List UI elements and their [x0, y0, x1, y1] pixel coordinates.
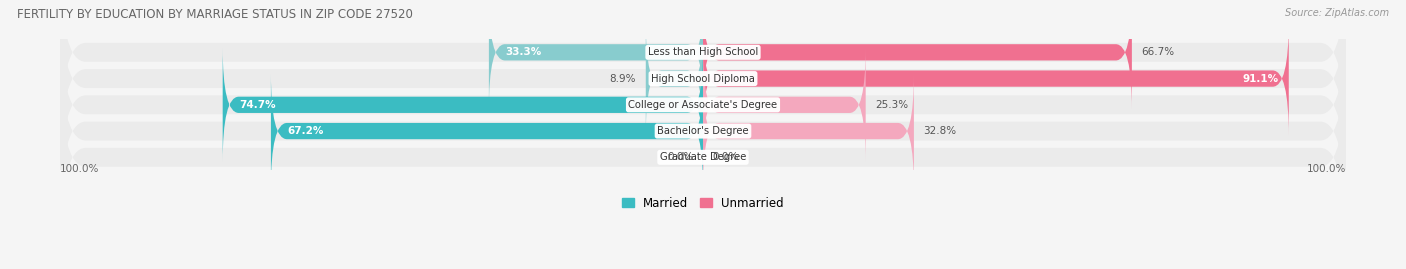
FancyBboxPatch shape [645, 21, 703, 136]
Text: FERTILITY BY EDUCATION BY MARRIAGE STATUS IN ZIP CODE 27520: FERTILITY BY EDUCATION BY MARRIAGE STATU… [17, 8, 413, 21]
Text: 91.1%: 91.1% [1243, 74, 1279, 84]
Text: 33.3%: 33.3% [505, 47, 541, 57]
Text: 74.7%: 74.7% [239, 100, 276, 110]
Text: 32.8%: 32.8% [924, 126, 956, 136]
Text: Source: ZipAtlas.com: Source: ZipAtlas.com [1285, 8, 1389, 18]
Text: 67.2%: 67.2% [287, 126, 323, 136]
FancyBboxPatch shape [703, 0, 1132, 110]
FancyBboxPatch shape [60, 62, 1346, 253]
Text: 100.0%: 100.0% [1306, 164, 1346, 174]
FancyBboxPatch shape [60, 36, 1346, 226]
FancyBboxPatch shape [703, 21, 1289, 136]
FancyBboxPatch shape [703, 74, 914, 189]
FancyBboxPatch shape [60, 9, 1346, 200]
FancyBboxPatch shape [489, 0, 703, 110]
FancyBboxPatch shape [271, 74, 703, 189]
FancyBboxPatch shape [60, 0, 1346, 148]
Text: 0.0%: 0.0% [713, 152, 740, 162]
Text: Graduate Degree: Graduate Degree [659, 152, 747, 162]
Text: Bachelor's Degree: Bachelor's Degree [657, 126, 749, 136]
FancyBboxPatch shape [60, 0, 1346, 174]
Text: 25.3%: 25.3% [876, 100, 908, 110]
Text: High School Diploma: High School Diploma [651, 74, 755, 84]
Text: 0.0%: 0.0% [666, 152, 693, 162]
Text: College or Associate's Degree: College or Associate's Degree [628, 100, 778, 110]
FancyBboxPatch shape [222, 47, 703, 162]
Text: 8.9%: 8.9% [610, 74, 636, 84]
Text: 100.0%: 100.0% [60, 164, 100, 174]
Text: Less than High School: Less than High School [648, 47, 758, 57]
FancyBboxPatch shape [703, 47, 866, 162]
Text: 66.7%: 66.7% [1142, 47, 1174, 57]
Legend: Married, Unmarried: Married, Unmarried [617, 192, 789, 214]
